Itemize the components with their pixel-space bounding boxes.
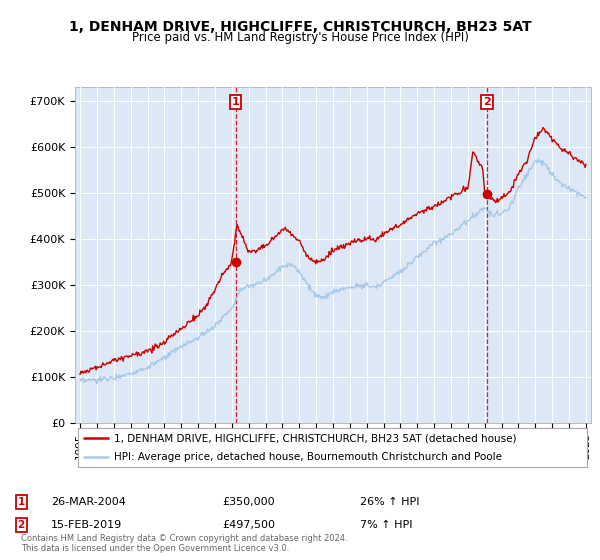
- Text: 2: 2: [17, 520, 25, 530]
- Text: 26-MAR-2004: 26-MAR-2004: [51, 497, 126, 507]
- Text: Contains HM Land Registry data © Crown copyright and database right 2024.
This d: Contains HM Land Registry data © Crown c…: [21, 534, 347, 553]
- Text: 26% ↑ HPI: 26% ↑ HPI: [360, 497, 419, 507]
- Text: 15-FEB-2019: 15-FEB-2019: [51, 520, 122, 530]
- Text: £350,000: £350,000: [222, 497, 275, 507]
- Text: Price paid vs. HM Land Registry's House Price Index (HPI): Price paid vs. HM Land Registry's House …: [131, 31, 469, 44]
- Text: 7% ↑ HPI: 7% ↑ HPI: [360, 520, 413, 530]
- Text: 1: 1: [232, 97, 239, 107]
- FancyBboxPatch shape: [77, 428, 587, 467]
- Text: 2: 2: [483, 97, 491, 107]
- Text: HPI: Average price, detached house, Bournemouth Christchurch and Poole: HPI: Average price, detached house, Bour…: [114, 452, 502, 463]
- Text: 1, DENHAM DRIVE, HIGHCLIFFE, CHRISTCHURCH, BH23 5AT (detached house): 1, DENHAM DRIVE, HIGHCLIFFE, CHRISTCHURC…: [114, 433, 516, 443]
- Text: 1, DENHAM DRIVE, HIGHCLIFFE, CHRISTCHURCH, BH23 5AT: 1, DENHAM DRIVE, HIGHCLIFFE, CHRISTCHURC…: [68, 20, 532, 34]
- Text: £497,500: £497,500: [222, 520, 275, 530]
- Text: 1: 1: [17, 497, 25, 507]
